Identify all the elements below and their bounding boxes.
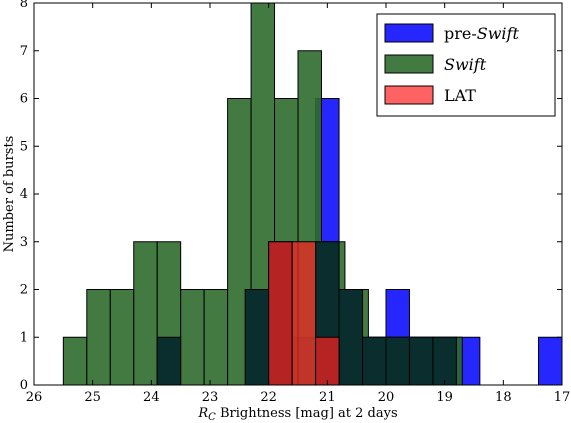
legend-label-lat: LAT — [444, 86, 476, 105]
x-axis-label-subscript: C — [208, 412, 216, 423]
x-tick-label: 21 — [319, 390, 336, 405]
x-tick-label: 22 — [260, 390, 277, 405]
bar-swift — [180, 289, 205, 386]
x-tick-label: 18 — [495, 390, 512, 405]
bar-swift — [203, 289, 229, 386]
bar-swift — [133, 241, 158, 386]
y-tick-label: 1 — [20, 330, 28, 345]
legend: pre-Swift Swift LAT — [376, 13, 556, 117]
y-tick-label: 3 — [20, 235, 28, 250]
x-axis-label-rest: Brightness [mag] at 2 days — [216, 406, 398, 421]
y-tick-label: 6 — [20, 92, 28, 107]
legend-label-swift: Swift — [444, 55, 487, 74]
bar-overlap — [156, 336, 182, 386]
x-tick-label: 19 — [436, 390, 453, 405]
x-tick-label: 25 — [84, 390, 101, 405]
x-axis-ticks: 26 25 24 23 22 21 20 19 18 17 — [26, 3, 571, 405]
x-tick-label: 17 — [554, 390, 571, 405]
y-tick-label: 5 — [20, 139, 28, 154]
bars-layer — [62, 2, 563, 386]
bar-overlap — [432, 336, 457, 386]
y-tick-label: 4 — [20, 187, 28, 202]
bar-overlap — [244, 289, 270, 386]
bar-swift — [62, 336, 88, 386]
legend-label-pre-swift: pre-Swift — [444, 24, 519, 43]
x-axis-label: RC Brightness [mag] at 2 days — [197, 406, 397, 423]
legend-label-pre-swift-italic: Swift — [477, 24, 520, 43]
y-axis-ticks: 0 1 2 3 4 5 6 7 8 — [20, 0, 562, 393]
legend-swatch-swift — [384, 54, 434, 74]
y-axis-label: Number of bursts — [2, 136, 17, 253]
bar-overlap — [385, 336, 410, 386]
bar-swift — [109, 289, 135, 386]
bar-pre-swift — [538, 336, 563, 386]
bar-lat — [315, 336, 340, 386]
legend-swatch-pre-swift — [384, 23, 434, 43]
x-tick-label: 24 — [143, 390, 160, 405]
y-tick-label: 0 — [20, 378, 28, 393]
bar-overlap — [338, 289, 364, 386]
legend-label-pre-swift-prefix: pre- — [444, 24, 477, 43]
bar-overlap — [362, 336, 387, 386]
bar-swift — [86, 289, 111, 386]
x-axis-label-main: R — [197, 406, 208, 421]
y-tick-label: 2 — [20, 283, 28, 298]
bar-overlap — [408, 336, 434, 386]
x-tick-label: 20 — [378, 390, 395, 405]
y-tick-label: 7 — [20, 44, 28, 59]
x-tick-label: 23 — [202, 390, 219, 405]
y-tick-label: 8 — [20, 0, 28, 11]
legend-swatch-lat — [384, 85, 434, 105]
legend-label-swift-italic: Swift — [444, 55, 487, 74]
bar-lat — [291, 241, 317, 386]
bar-lat — [268, 241, 293, 386]
x-tick-label: 26 — [26, 390, 43, 405]
